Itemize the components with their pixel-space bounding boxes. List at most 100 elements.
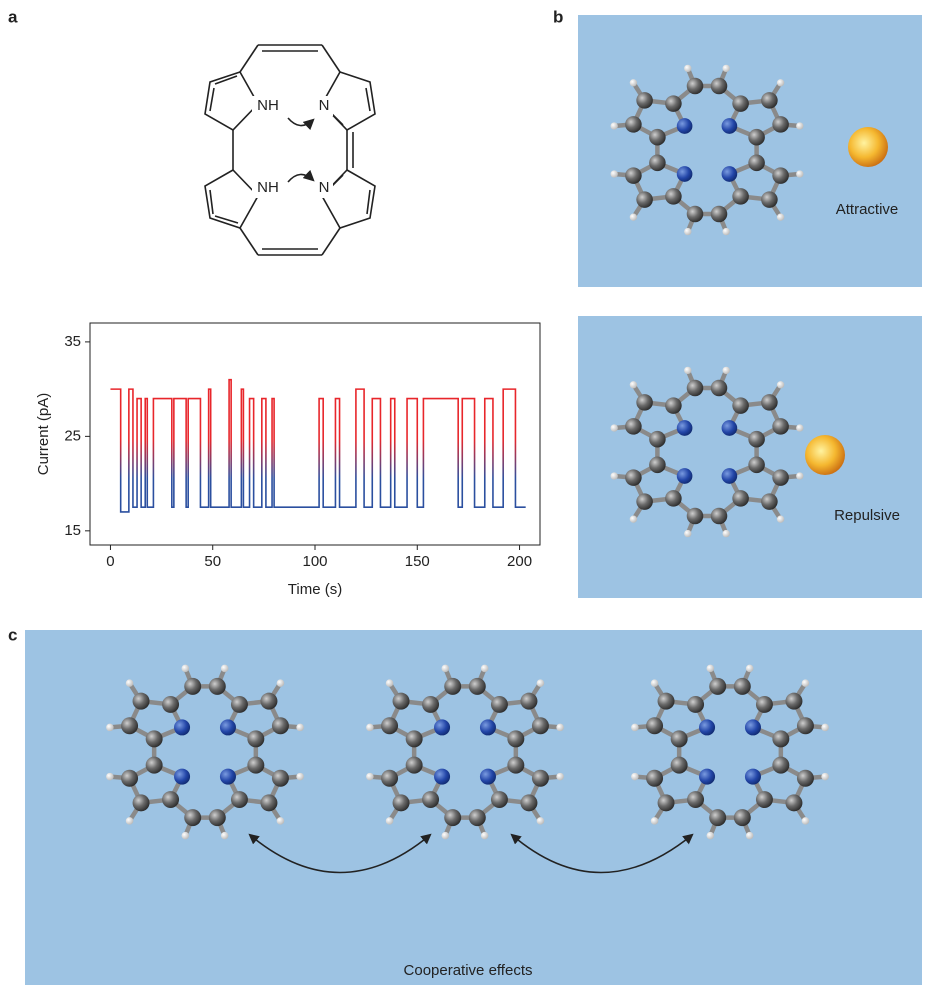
x-tick-label: 0 xyxy=(106,553,114,570)
atom xyxy=(684,530,691,537)
atom xyxy=(699,769,715,785)
x-tick-label: 50 xyxy=(204,553,221,570)
atom xyxy=(684,228,691,235)
atom xyxy=(277,817,285,825)
atom xyxy=(611,424,618,431)
atom xyxy=(777,516,784,523)
atom xyxy=(821,773,829,781)
atom xyxy=(126,817,134,825)
atom-label: N xyxy=(319,97,330,114)
atom xyxy=(707,832,715,840)
atom xyxy=(121,717,138,734)
atom xyxy=(651,817,659,825)
atom xyxy=(711,508,728,525)
atom xyxy=(469,678,486,695)
atom xyxy=(126,679,134,687)
atom xyxy=(732,188,749,205)
atom xyxy=(785,794,802,811)
atom xyxy=(174,769,190,785)
atom xyxy=(802,817,810,825)
atom xyxy=(366,724,374,732)
atom xyxy=(209,809,226,826)
figure: a b c NH N NH N Time (s) Current (pA) 05… xyxy=(0,0,925,993)
atom xyxy=(636,92,653,109)
atom xyxy=(748,431,765,448)
atom xyxy=(772,116,789,133)
panel-label: a xyxy=(8,7,18,26)
atom xyxy=(231,791,248,808)
atom xyxy=(636,394,653,411)
atom-label: NH xyxy=(257,97,279,114)
atom xyxy=(611,472,618,479)
atom xyxy=(636,191,653,208)
atom xyxy=(625,116,642,133)
atom xyxy=(121,770,138,787)
atom xyxy=(537,817,545,825)
atom xyxy=(748,155,765,172)
atom xyxy=(772,730,789,747)
atom xyxy=(611,122,618,129)
atom xyxy=(732,397,749,414)
atom xyxy=(182,832,190,840)
atom xyxy=(761,394,778,411)
atom xyxy=(658,693,675,710)
atom xyxy=(393,693,410,710)
atom xyxy=(532,717,549,734)
ion xyxy=(805,435,845,475)
atom-label: NH xyxy=(257,179,279,196)
atom xyxy=(625,418,642,435)
atom xyxy=(772,167,789,184)
atom xyxy=(556,773,564,781)
atom xyxy=(444,678,461,695)
atom xyxy=(184,809,201,826)
x-tick-label: 100 xyxy=(302,553,327,570)
atom xyxy=(247,757,264,774)
atom xyxy=(711,380,728,397)
atom xyxy=(636,493,653,510)
x-tick-label: 200 xyxy=(507,553,532,570)
atom xyxy=(272,717,289,734)
atom xyxy=(296,773,304,781)
atom xyxy=(687,78,704,95)
atom xyxy=(687,380,704,397)
atom xyxy=(722,118,738,134)
atom xyxy=(723,65,730,72)
atom xyxy=(481,665,489,673)
atom xyxy=(796,472,803,479)
plot-frame xyxy=(90,323,540,545)
atom xyxy=(442,832,450,840)
atom xyxy=(272,770,289,787)
atom xyxy=(381,770,398,787)
atom xyxy=(630,79,637,86)
atom xyxy=(184,678,201,695)
atom xyxy=(146,757,163,774)
atom xyxy=(761,493,778,510)
atom xyxy=(732,95,749,112)
atom xyxy=(723,367,730,374)
atom xyxy=(677,420,693,436)
current-trace xyxy=(110,380,525,512)
atom xyxy=(649,129,666,146)
atom xyxy=(802,679,810,687)
atom xyxy=(406,757,423,774)
atom xyxy=(746,832,754,840)
interaction-label: Repulsive xyxy=(834,507,900,524)
atom xyxy=(133,794,150,811)
atom xyxy=(174,719,190,735)
atom xyxy=(821,724,829,732)
atom xyxy=(393,794,410,811)
atom xyxy=(797,770,814,787)
y-tick-label: 25 xyxy=(64,427,81,444)
atom xyxy=(671,730,688,747)
atom xyxy=(220,769,236,785)
atom xyxy=(630,381,637,388)
caption-label: Cooperative effects xyxy=(404,962,533,979)
atom xyxy=(687,791,704,808)
atom xyxy=(777,214,784,221)
atom xyxy=(133,693,150,710)
atom xyxy=(665,490,682,507)
atom xyxy=(209,678,226,695)
atom xyxy=(386,679,394,687)
atom xyxy=(665,397,682,414)
atom xyxy=(699,719,715,735)
